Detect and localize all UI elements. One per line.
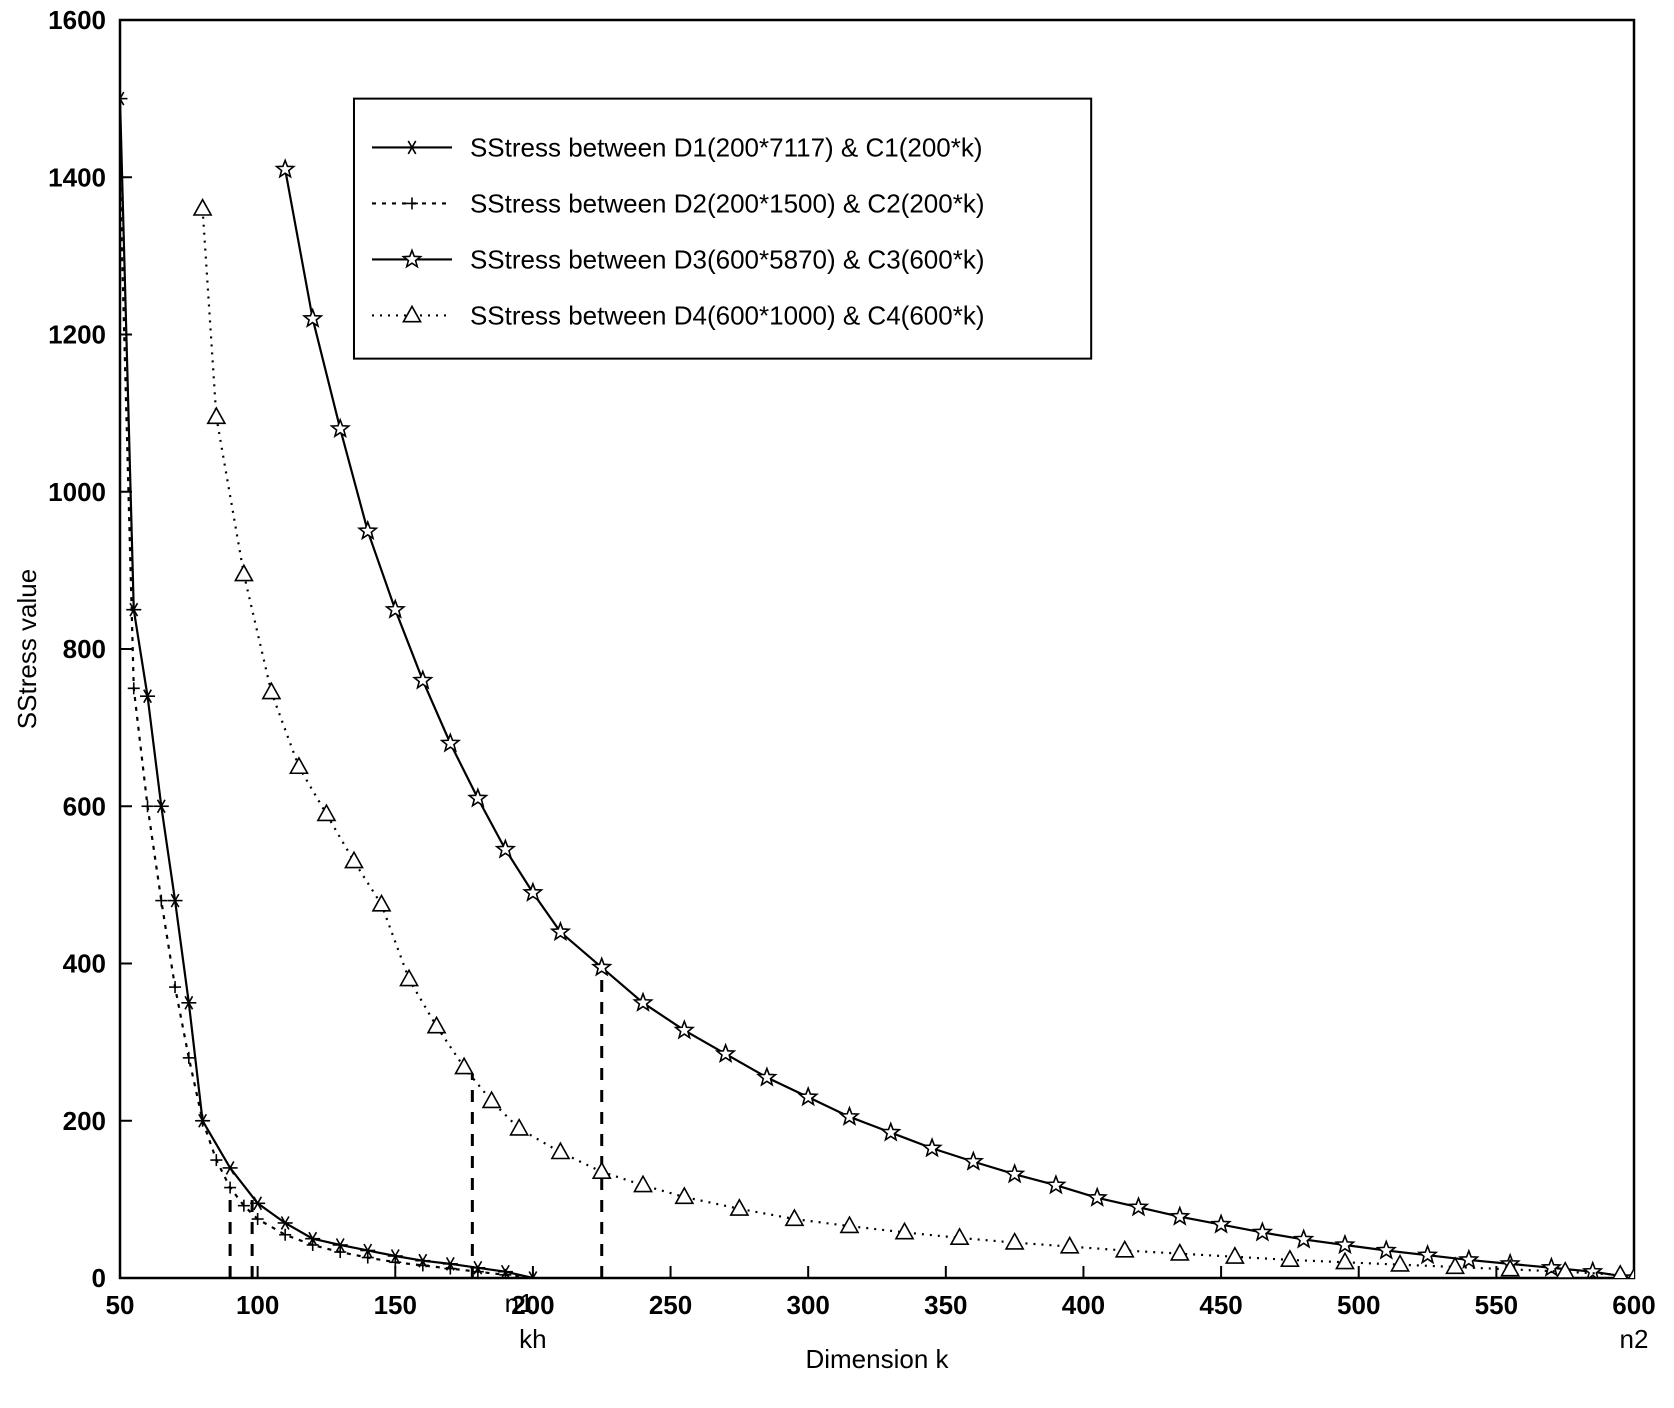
legend-label: SStress between D3(600*5870) & C3(600*k) [470,245,985,275]
x-annotation: n1 [505,1288,534,1318]
xtick-label: 500 [1337,1290,1380,1320]
ytick-label: 1400 [48,162,106,192]
x-axis-label: Dimension k [805,1344,949,1374]
xtick-label: 50 [106,1290,135,1320]
ytick-label: 800 [63,634,106,664]
xtick-label: 600 [1612,1290,1655,1320]
chart-svg: 5010015020025030035040045050055060002004… [0,0,1674,1408]
xtick-label: 100 [236,1290,279,1320]
x-annotation: n2 [1620,1324,1649,1354]
xtick-label: 400 [1062,1290,1105,1320]
xtick-label: 550 [1475,1290,1518,1320]
ytick-label: 400 [63,949,106,979]
x-annotation: kh [519,1324,546,1354]
legend-label: SStress between D4(600*1000) & C4(600*k) [470,301,985,331]
legend-label: SStress between D2(200*1500) & C2(200*k) [470,189,985,219]
xtick-label: 150 [374,1290,417,1320]
ytick-label: 1000 [48,477,106,507]
ytick-label: 0 [92,1263,106,1293]
y-axis-label: SStress value [12,569,42,729]
xtick-label: 300 [786,1290,829,1320]
ytick-label: 1600 [48,5,106,35]
xtick-label: 350 [924,1290,967,1320]
ytick-label: 200 [63,1106,106,1136]
xtick-label: 250 [649,1290,692,1320]
sstress-chart: 5010015020025030035040045050055060002004… [0,0,1674,1408]
ytick-label: 1200 [48,320,106,350]
legend-label: SStress between D1(200*7117) & C1(200*k) [470,133,983,163]
ytick-label: 600 [63,791,106,821]
legend: SStress between D1(200*7117) & C1(200*k)… [354,99,1091,359]
xtick-label: 450 [1199,1290,1242,1320]
